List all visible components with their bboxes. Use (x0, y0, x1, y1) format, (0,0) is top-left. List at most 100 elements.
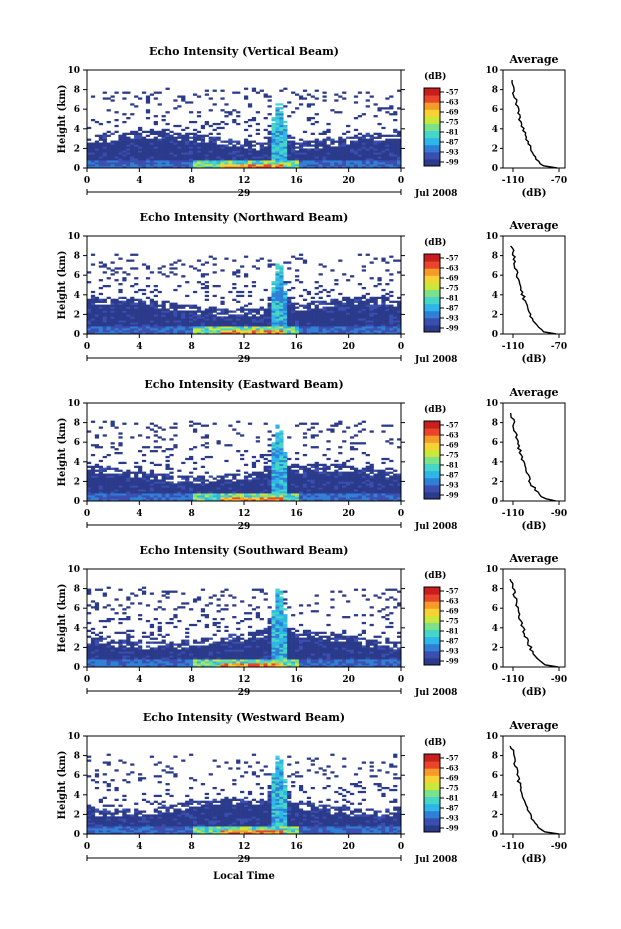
heatmap-cell (145, 475, 151, 478)
heatmap-cell (314, 324, 319, 327)
x-tick-label: 0 (84, 342, 90, 352)
heatmap-cell (157, 148, 162, 151)
heatmap-cell (165, 326, 170, 329)
heatmap-cell (228, 332, 233, 335)
heatmap-cell (200, 318, 206, 321)
heatmap-cell (361, 296, 366, 300)
heatmap-cell (373, 144, 378, 147)
heatmap-cell (255, 91, 260, 94)
heatmap-cell (349, 485, 355, 488)
heatmap-cell (349, 481, 355, 484)
heatmap-cell (134, 312, 139, 315)
heatmap-cell (94, 160, 100, 163)
heatmap-cell (318, 471, 323, 474)
x-tick-label: 4 (136, 509, 142, 519)
heatmap-cell (283, 144, 288, 147)
heatmap-cell (94, 647, 100, 650)
heatmap-cell (118, 267, 123, 270)
heatmap-cell (275, 292, 280, 296)
heatmap-cell (353, 497, 359, 500)
heatmap-cell (255, 316, 260, 319)
heatmap-cell (330, 328, 335, 331)
heatmap-cell (102, 324, 107, 327)
heatmap-cell (106, 485, 111, 488)
heatmap-cell (114, 649, 119, 652)
heatmap-cell (138, 469, 143, 472)
heatmap-cell (228, 330, 233, 333)
heatmap-cell (228, 164, 233, 167)
heatmap-cell (279, 448, 284, 451)
heatmap-cell (306, 326, 312, 329)
heatmap-cell (275, 455, 280, 459)
heatmap-cell (295, 493, 300, 496)
heatmap-cell (310, 481, 315, 484)
heatmap-cell (181, 475, 186, 478)
heatmap-cell (212, 152, 217, 155)
heatmap-cell (118, 134, 123, 137)
heatmap-cell (271, 130, 276, 134)
heatmap-cell (397, 89, 402, 92)
heatmap-cell (275, 152, 280, 155)
heatmap-cell (126, 326, 131, 329)
heatmap-cell (342, 154, 347, 157)
heatmap-cell (94, 150, 100, 153)
heatmap-cell (342, 326, 347, 329)
heatmap-cell (349, 146, 355, 149)
heatmap-cell (357, 253, 363, 256)
heatmap-cell (232, 120, 237, 124)
heatmap-cell (177, 469, 182, 472)
heatmap-cell (157, 328, 162, 331)
heatmap-cell (87, 146, 92, 149)
heatmap-cell (98, 653, 103, 656)
heatmap-cell (349, 166, 355, 169)
heatmap-cell (279, 475, 284, 478)
heatmap-cell (369, 483, 374, 486)
heatmap-cell (377, 144, 382, 147)
heatmap-cell (110, 487, 115, 490)
heatmap-cell (275, 281, 280, 284)
profile-y-tick-label: 4 (492, 125, 498, 135)
heatmap-cell (161, 324, 166, 327)
heatmap-cell (361, 265, 366, 268)
heatmap-cell (342, 158, 347, 161)
heatmap-cell (138, 306, 143, 309)
heatmap-cell (189, 495, 194, 498)
heatmap-cell (267, 477, 272, 480)
heatmap-cell (87, 657, 92, 660)
heatmap-cell (318, 158, 323, 161)
heatmap-cell (145, 154, 151, 157)
heatmap-cell (161, 146, 166, 149)
heatmap-cell (165, 485, 170, 488)
heatmap-cell (173, 267, 178, 270)
heatmap-cell (310, 140, 315, 143)
heatmap-cell (94, 158, 100, 161)
heatmap-cell (244, 120, 249, 124)
heatmap-cell (361, 158, 366, 161)
heatmap-cell (165, 330, 170, 333)
heatmap-cell (251, 154, 257, 157)
heatmap-cell (208, 306, 213, 309)
heatmap-cell (126, 152, 131, 155)
heatmap-cell (283, 483, 288, 486)
heatmap-cell (263, 477, 268, 480)
heatmap-cell (212, 324, 217, 327)
heatmap-cell (349, 142, 355, 145)
heatmap-cell (338, 148, 343, 151)
heatmap-cell (295, 481, 300, 484)
heatmap-cell (98, 459, 103, 463)
heatmap-cell (279, 134, 284, 137)
heatmap-cell (149, 491, 155, 494)
heatmap-cell (224, 332, 229, 335)
colorbar-segment (424, 303, 440, 312)
heatmap-cell (283, 326, 288, 329)
heatmap-cell (314, 120, 319, 124)
heatmap-cell (126, 136, 131, 139)
heatmap-cell (212, 330, 217, 333)
x-tick-label: 20 (342, 342, 355, 352)
heatmap-cell (224, 257, 229, 260)
heatmap-cell (271, 473, 276, 476)
heatmap-cell (94, 332, 100, 335)
heatmap-cell (349, 436, 355, 439)
heatmap-cell (138, 126, 143, 130)
heatmap-cell (381, 471, 386, 474)
